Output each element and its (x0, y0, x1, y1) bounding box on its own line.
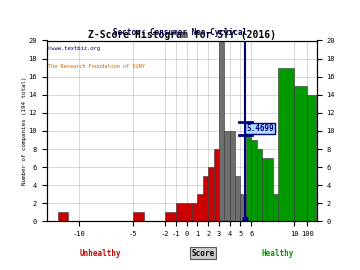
Y-axis label: Number of companies (194 total): Number of companies (194 total) (22, 77, 27, 185)
Bar (224, 131, 230, 221)
Bar (262, 158, 267, 221)
Bar (219, 40, 224, 221)
Bar (267, 158, 273, 221)
Bar (273, 194, 278, 221)
Text: Score: Score (191, 249, 214, 258)
Title: Z-Score Histogram for SYY (2016): Z-Score Histogram for SYY (2016) (88, 31, 276, 40)
Bar (246, 122, 251, 221)
Text: Healthy: Healthy (262, 249, 294, 258)
Text: ©www.textbiz.org: ©www.textbiz.org (48, 46, 100, 51)
Bar (208, 167, 213, 221)
Bar (257, 149, 262, 221)
Bar (203, 176, 208, 221)
Bar (58, 212, 68, 221)
Bar (192, 203, 197, 221)
Text: 5.4699: 5.4699 (246, 124, 274, 133)
Bar (251, 140, 257, 221)
Bar (230, 131, 235, 221)
Bar (240, 194, 246, 221)
Text: The Research Foundation of SUNY: The Research Foundation of SUNY (48, 64, 145, 69)
Text: Unhealthy: Unhealthy (80, 249, 121, 258)
Bar (186, 203, 192, 221)
Bar (165, 212, 176, 221)
Bar (176, 203, 186, 221)
Bar (133, 212, 144, 221)
Bar (294, 86, 307, 221)
Bar (197, 194, 203, 221)
Text: Sector: Consumer Non-Cyclical: Sector: Consumer Non-Cyclical (113, 28, 247, 37)
Bar (307, 95, 316, 221)
Bar (235, 176, 240, 221)
Bar (213, 149, 219, 221)
Bar (278, 68, 294, 221)
